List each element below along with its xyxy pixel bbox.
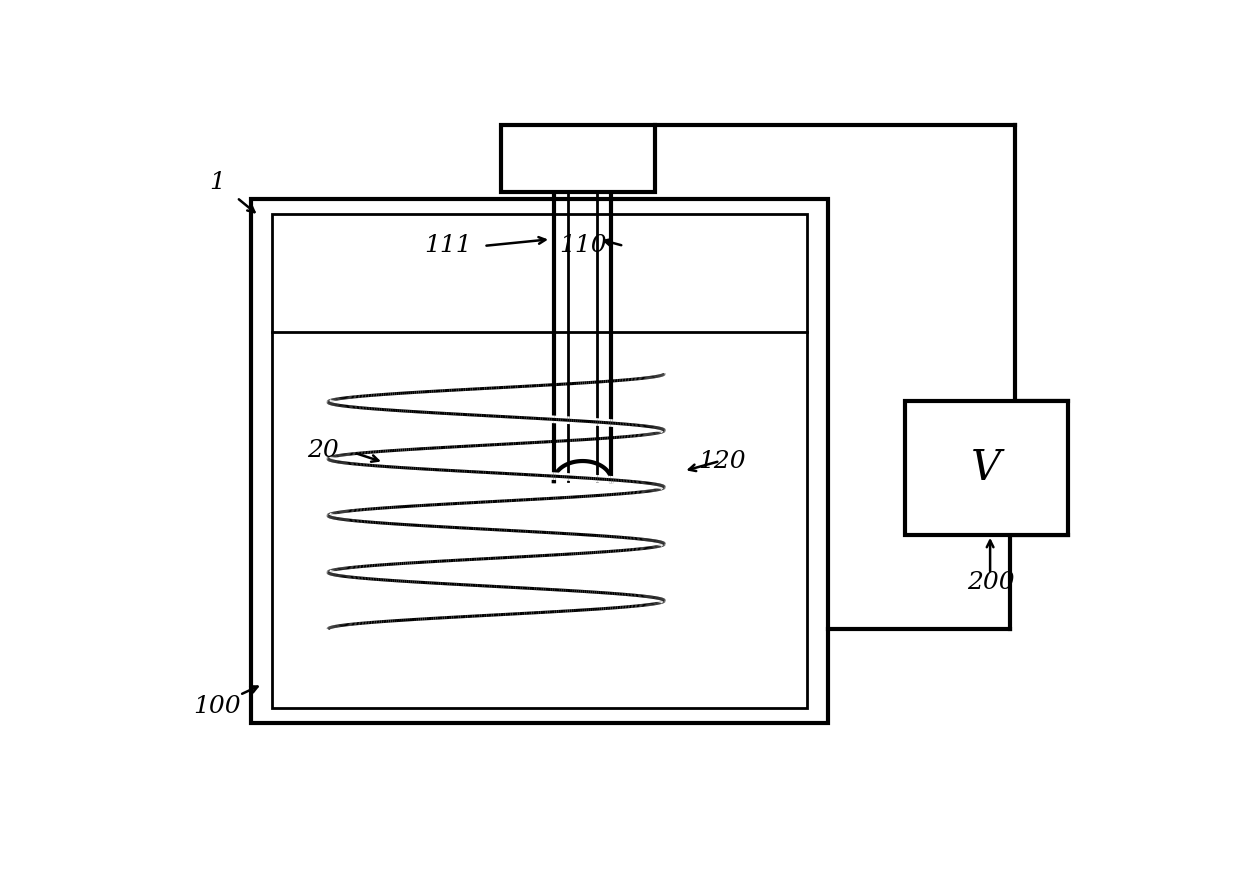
Text: 20: 20 — [308, 439, 339, 463]
Text: 200: 200 — [967, 571, 1014, 594]
Bar — [905, 401, 1068, 535]
Text: 111: 111 — [424, 235, 472, 258]
Text: 120: 120 — [698, 450, 745, 472]
Bar — [250, 199, 828, 723]
Bar — [273, 214, 806, 708]
Text: V: V — [971, 447, 1001, 489]
Text: 1: 1 — [210, 170, 226, 194]
Bar — [501, 125, 655, 192]
Text: 100: 100 — [193, 695, 242, 718]
Text: 110: 110 — [559, 235, 606, 258]
